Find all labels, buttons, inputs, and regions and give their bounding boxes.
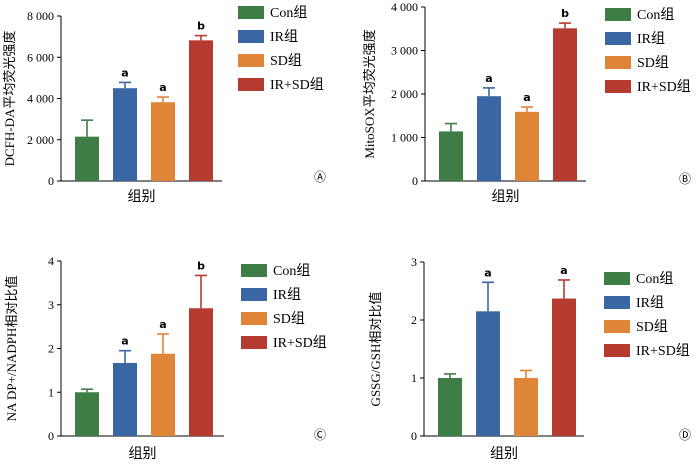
legend-swatch [604,296,630,309]
legend-label: IR+SD组 [270,77,324,93]
legend-swatch [604,320,630,333]
y-tick-label: 3 000 [391,44,418,58]
significance-label: b [561,7,569,20]
bar-2 [476,311,500,436]
bar-1 [439,131,463,181]
significance-label: a [159,81,166,94]
significance-label: a [159,318,166,331]
legend-swatch [605,8,631,21]
y-tick-label: 4 [48,254,54,268]
legend-label: SD组 [273,311,305,327]
legend-label: Con组 [273,263,310,279]
legend-swatch [241,288,267,301]
bar-3 [151,102,175,181]
legend-label: Con组 [636,271,673,287]
y-tick-label: 4 000 [391,0,418,14]
panel-label: Ⓐ [314,170,326,184]
y-tick-label: 2 [411,313,417,327]
y-axis-label: DCFH-DA平均荧光强度 [2,31,17,167]
significance-label: b [197,259,205,272]
y-tick-label: 1 [48,385,54,399]
y-tick-label: 0 [412,174,418,188]
significance-label: a [560,264,567,277]
legend-swatch [605,32,631,45]
legend-swatch [604,344,630,357]
x-axis-label: 组别 [128,189,156,205]
y-tick-label: 1 [411,371,417,385]
legend-label: IR组 [273,287,301,303]
bar-2 [113,88,137,181]
legend-swatch [604,272,630,285]
bar-3 [515,111,539,181]
y-tick-label: 3 [411,255,417,269]
significance-label: a [485,72,492,85]
bar-3 [514,378,538,436]
legend-label: SD组 [636,319,668,335]
legend-swatch [238,30,264,43]
legend-label: Con组 [270,5,307,21]
y-tick-label: 3 [48,298,54,312]
bar-2 [477,96,501,181]
legend-swatch [241,312,267,325]
x-axis-label: 组别 [490,446,518,462]
y-tick-label: 2 000 [391,87,418,101]
legend-label: SD组 [270,53,302,69]
legend-swatch [238,78,264,91]
y-tick-label: 8 000 [27,9,54,23]
legend-label: IR+SD组 [273,335,327,351]
y-axis-label: MitoSOX平均荧光强度 [362,29,377,158]
legend-swatch [605,56,631,69]
y-tick-label: 0 [48,174,54,188]
panel-label: Ⓒ [314,428,326,442]
y-axis-label: NA DP+/NADPH相对比值 [4,276,19,422]
y-tick-label: 0 [48,429,54,443]
significance-label: a [121,335,128,348]
legend-swatch [238,6,264,19]
y-tick-label: 6 000 [27,50,54,64]
y-tick-label: 2 000 [27,133,54,147]
significance-label: a [121,66,128,79]
bar-4 [189,40,213,182]
y-tick-label: 2 [48,342,54,356]
bar-1 [438,378,462,436]
legend-label: IR+SD组 [636,343,690,359]
legend-label: Con组 [637,7,674,23]
significance-label: a [523,91,530,104]
bar-1 [75,392,99,436]
legend-label: IR组 [270,29,298,45]
legend-label: IR组 [637,31,665,47]
significance-label: b [197,20,205,33]
legend-swatch [238,54,264,67]
x-axis-label: 组别 [129,446,157,462]
bar-1 [75,136,99,181]
significance-label: a [484,266,491,279]
legend-label: IR+SD组 [637,79,691,95]
x-axis-label: 组别 [492,189,520,205]
bar-2 [113,362,137,436]
legend-swatch [241,264,267,277]
bar-4 [189,308,213,436]
y-tick-label: 0 [411,429,417,443]
panel-label: Ⓓ [679,428,691,442]
legend-swatch [605,80,631,93]
y-tick-label: 1 000 [391,131,418,145]
bar-3 [151,353,175,436]
legend-swatch [241,336,267,349]
bar-4 [552,298,576,436]
panel-label: Ⓑ [679,172,691,186]
y-tick-label: 4 000 [27,92,54,106]
bar-4 [553,28,577,181]
legend-label: IR组 [636,295,664,311]
legend-label: SD组 [637,55,669,71]
y-axis-label: GSSG/GSH相对比值 [368,292,383,407]
